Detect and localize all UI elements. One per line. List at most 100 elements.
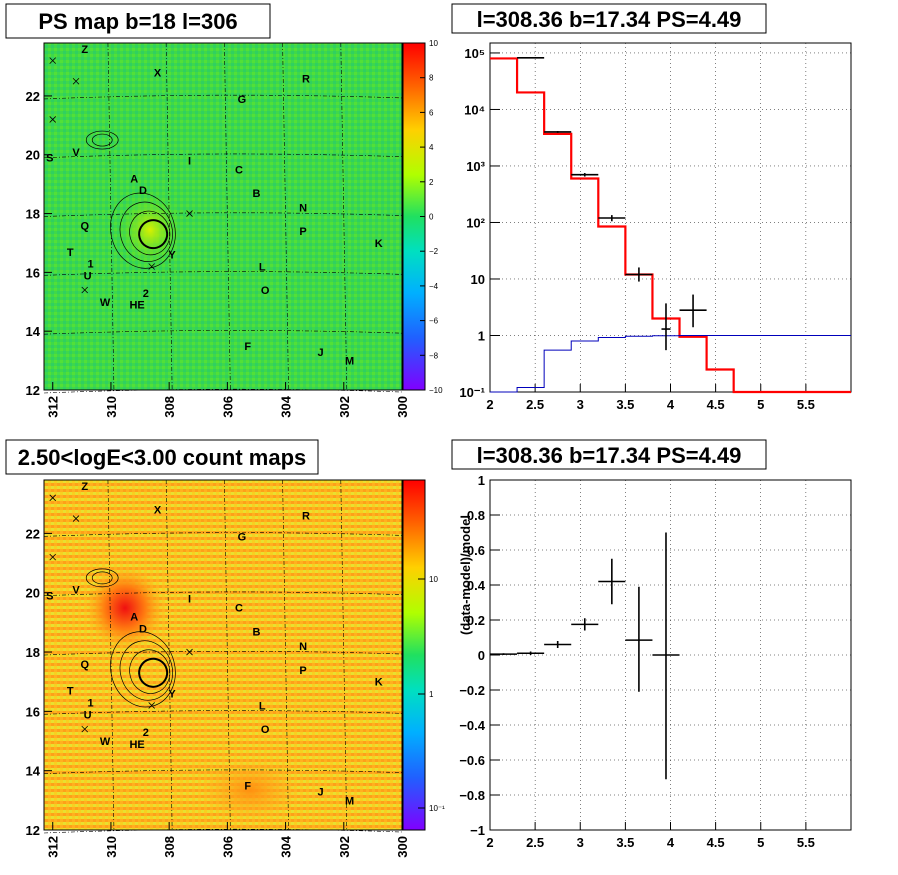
count-map-title: 2.50<logE<3.00 count maps xyxy=(18,445,307,470)
source-label: Y xyxy=(168,250,176,262)
source-label: U xyxy=(84,270,92,282)
grid-line xyxy=(282,42,289,391)
source-label: K xyxy=(375,677,383,689)
count-map-source-labels: Z X R G S V I C AD B N Q P K T 1 Y L U O 2 W HE F J M xyxy=(46,481,383,807)
y-tick-label: 10⁴ xyxy=(464,102,485,117)
y-tick-label: 22 xyxy=(26,526,40,541)
grid-line xyxy=(43,212,403,217)
grid-line xyxy=(43,532,403,537)
x-tick-label: 306 xyxy=(220,836,235,858)
source-marker xyxy=(81,725,89,733)
source-label: X xyxy=(154,505,162,517)
grid-line xyxy=(43,710,403,715)
source-label: T xyxy=(67,686,74,698)
colorbar-tick-label: −8 xyxy=(429,351,439,360)
contour xyxy=(85,130,119,150)
grid-line xyxy=(107,42,115,391)
x-tick-label: 2.5 xyxy=(526,835,544,850)
y-tick-label: 1 xyxy=(478,328,485,343)
source-label: X xyxy=(154,67,162,79)
grid-line xyxy=(43,388,403,394)
source-label: 1 xyxy=(88,697,94,709)
title-box-residuals: l=308.36 b=17.34 PS=4.49 xyxy=(451,439,767,470)
source-marker xyxy=(49,116,57,123)
grid-line xyxy=(43,828,403,834)
colorbar-tick-label: 10 xyxy=(429,575,438,584)
count-map-hotspot-f xyxy=(200,760,300,820)
x-tick-label: 2 xyxy=(486,835,493,850)
x-tick-label: 4 xyxy=(667,835,675,850)
y-tick-label: 0.8 xyxy=(467,508,485,523)
x-tick-label: 304 xyxy=(279,395,294,417)
source-label: Q xyxy=(80,220,89,232)
source-label: Z xyxy=(81,481,88,493)
source-marker xyxy=(186,210,193,217)
x-tick-label: 3.5 xyxy=(616,397,634,412)
colorbar-tick-label: −10 xyxy=(429,386,443,395)
source-label: J xyxy=(317,347,323,359)
colorbar-tick-label: 8 xyxy=(429,74,434,83)
y-tick-label: −0.2 xyxy=(459,683,485,698)
ps-map-x-ticks: 312 310 308 306 304 302 300 xyxy=(46,382,410,418)
y-tick-label: 18 xyxy=(26,207,40,222)
y-tick-label: 1 xyxy=(478,473,485,488)
source-marker xyxy=(49,57,57,64)
x-tick-label: 5.5 xyxy=(797,835,815,850)
source-marker xyxy=(148,702,155,709)
ps-map-coordinate-grid xyxy=(43,42,403,394)
x-tick-label: 2.5 xyxy=(526,397,544,412)
source-label: A xyxy=(130,173,138,185)
y-tick-label: 16 xyxy=(26,704,40,719)
y-tick-label: 16 xyxy=(26,265,40,280)
y-tick-label: 22 xyxy=(26,89,40,104)
x-tick-label: 3 xyxy=(577,397,584,412)
colorbar-tick-label: −6 xyxy=(429,317,439,326)
residuals-plot: (data-model)/model 2 2.5 3 3.5 4 4.5 5 5.5 1 0.8 0… xyxy=(458,473,852,850)
y-tick-label: 10 xyxy=(471,272,485,287)
ps-map-title: PS map b=18 l=306 xyxy=(38,9,237,34)
colorbar-tick-label: 4 xyxy=(429,143,434,152)
grid-line xyxy=(224,479,231,831)
contour xyxy=(91,571,113,585)
x-tick-label: 4.5 xyxy=(707,397,725,412)
source-marker xyxy=(72,77,80,85)
colorbar-tick-label: −4 xyxy=(429,282,439,291)
colorbar-tick-label: 1 xyxy=(429,690,434,699)
source-label: Y xyxy=(168,689,176,701)
source-marker xyxy=(49,553,57,561)
colorbar-tick-label: 10 xyxy=(429,39,438,48)
source-label: 2 xyxy=(143,288,149,300)
source-label: D xyxy=(139,185,147,197)
source-marker xyxy=(49,494,57,502)
background-model-step xyxy=(490,334,851,393)
grid-line xyxy=(43,769,403,774)
source-label: Q xyxy=(80,659,89,671)
source-label: 2 xyxy=(143,727,149,739)
source-marker xyxy=(148,263,155,270)
source-label: S xyxy=(46,591,53,603)
x-tick-label: 5 xyxy=(757,397,764,412)
colorbar-tick-label: 2 xyxy=(429,178,434,187)
grid-line xyxy=(165,42,173,391)
source-label: HE xyxy=(129,739,144,751)
source-marker xyxy=(186,648,193,656)
spectrum-title: l=308.36 b=17.34 PS=4.49 xyxy=(477,7,742,32)
count-map-x-ticks: 312 310 308 306 304 302 300 xyxy=(46,822,410,858)
source-label: HE xyxy=(129,300,144,312)
source-marker xyxy=(72,515,80,522)
model-total-step xyxy=(490,57,851,394)
source-label: O xyxy=(261,285,270,297)
y-tick-label: 20 xyxy=(26,148,40,163)
source-label: C xyxy=(235,603,243,615)
grid-line xyxy=(340,42,348,391)
source-label: L xyxy=(259,261,266,273)
source-label: U xyxy=(84,709,92,721)
count-map-coordinate-grid xyxy=(43,479,403,834)
title-box-count-map: 2.50<logE<3.00 count maps xyxy=(5,439,319,475)
title-box-ps-map: PS map b=18 l=306 xyxy=(5,3,271,39)
x-tick-label: 5.5 xyxy=(797,397,815,412)
source-label: V xyxy=(72,585,80,597)
source-label: C xyxy=(235,164,243,176)
